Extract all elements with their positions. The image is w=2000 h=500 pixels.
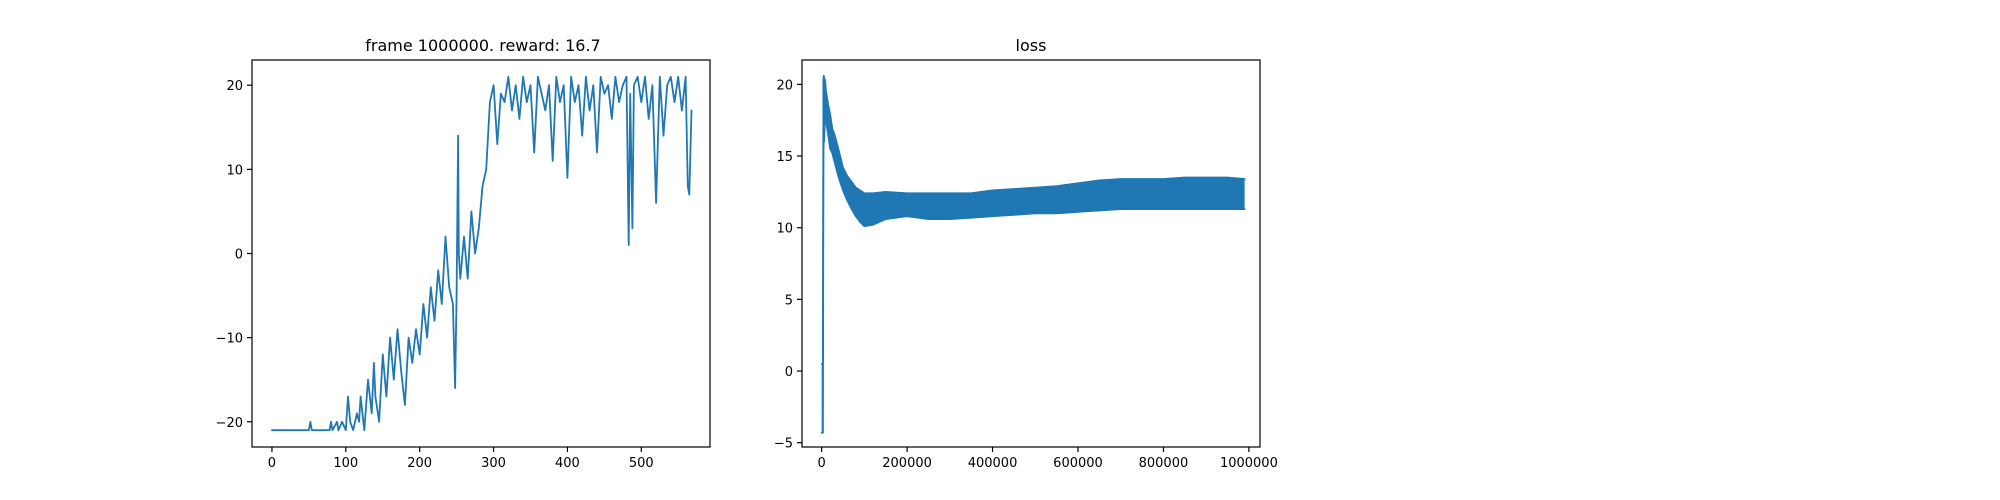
reward-x-tick-label: 200 — [407, 456, 432, 471]
reward-chart-plot: 0 100 200 300 400 500 −20 −10 0 10 20 — [216, 75, 693, 471]
reward-chart-frame — [251, 59, 711, 448]
loss-y-tick-label: 10 — [776, 222, 793, 237]
loss-series-lower-line — [820, 105, 1246, 434]
reward-y-tick-label: 0 — [235, 248, 243, 263]
reward-x-tick-label: 100 — [333, 456, 358, 471]
loss-chart-frame — [801, 59, 1261, 448]
loss-x-tick-label: 400000 — [968, 456, 1018, 471]
loss-x-tick-label: 200000 — [882, 456, 932, 471]
loss-series-upper-line — [820, 74, 1246, 365]
reward-x-tick-label: 500 — [629, 456, 654, 471]
reward-series-line — [271, 75, 693, 432]
loss-y-tick-label: 0 — [785, 365, 793, 380]
reward-y-tick-label: 10 — [226, 163, 243, 178]
reward-chart: frame 1000000. reward: 16.7 0 100 200 300 40… — [216, 36, 711, 471]
loss-x-tick-label: 600000 — [1053, 456, 1103, 471]
loss-chart-plot: 0 200000 400000 600000 800000 1000000 −5 0 5 10 15… — [774, 74, 1278, 471]
loss-y-tick-label: 20 — [776, 78, 793, 93]
loss-chart: loss 0 200000 400000 600000 800000 1000000−50… — [774, 36, 1278, 471]
reward-y-tick-label: −20 — [216, 416, 243, 431]
loss-chart-title: loss — [1016, 36, 1047, 55]
loss-x-tick-label: 800000 — [1139, 456, 1189, 471]
reward-x-tick-label: 400 — [555, 456, 580, 471]
loss-x-tick-label: 0 — [818, 456, 826, 471]
reward-y-tick-label: −10 — [216, 332, 243, 347]
loss-y-tick-label: −5 — [774, 437, 793, 452]
loss-x-tick-label: 1000000 — [1220, 456, 1278, 471]
loss-y-tick-label: 5 — [785, 293, 793, 308]
reward-y-tick-label: 20 — [226, 79, 243, 94]
reward-chart-title: frame 1000000. reward: 16.7 — [365, 36, 600, 55]
reward-x-tick-label: 300 — [481, 456, 506, 471]
reward-x-tick-label: 0 — [268, 456, 276, 471]
loss-y-tick-label: 15 — [776, 150, 793, 165]
